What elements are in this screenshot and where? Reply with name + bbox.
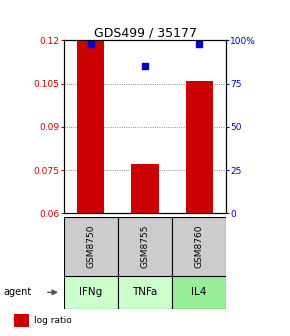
Text: GSM8755: GSM8755 [140, 224, 150, 268]
Bar [118, 276, 172, 309]
Bar [172, 217, 226, 276]
Text: IL4: IL4 [191, 287, 207, 297]
Title: GDS499 / 35177: GDS499 / 35177 [93, 26, 197, 39]
Bar [186, 81, 213, 213]
Text: agent: agent [3, 287, 31, 297]
Point [143, 64, 147, 69]
Text: GSM8750: GSM8750 [86, 224, 95, 268]
Bar [131, 164, 159, 213]
Point [88, 41, 93, 46]
Text: log ratio: log ratio [34, 317, 71, 325]
Bar [64, 217, 118, 276]
Bar [64, 276, 118, 309]
Bar [77, 40, 104, 213]
Point [197, 41, 202, 46]
Text: IFNg: IFNg [79, 287, 102, 297]
Bar [172, 276, 226, 309]
Bar [118, 217, 172, 276]
Bar [14, 314, 29, 327]
Text: GSM8760: GSM8760 [195, 224, 204, 268]
Text: TNFa: TNFa [132, 287, 158, 297]
